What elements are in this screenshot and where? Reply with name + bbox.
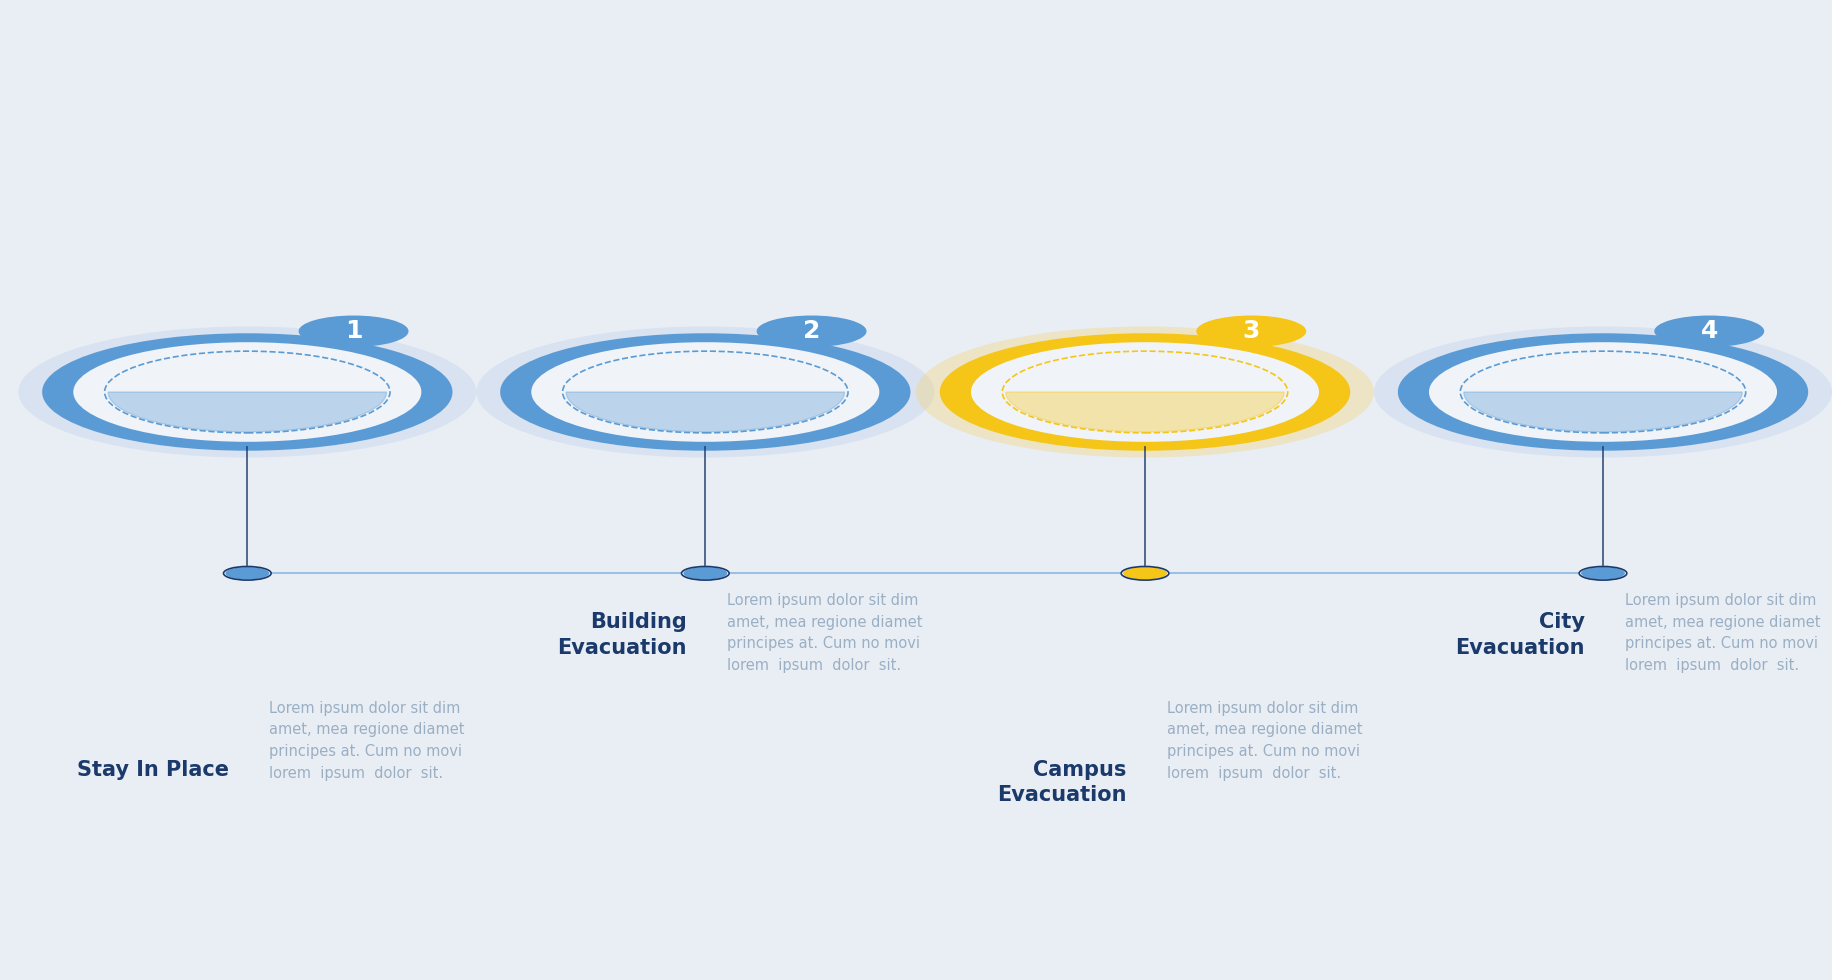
Ellipse shape bbox=[224, 566, 271, 580]
Polygon shape bbox=[108, 392, 387, 432]
Ellipse shape bbox=[1123, 567, 1167, 579]
Ellipse shape bbox=[1654, 316, 1764, 347]
Text: 3: 3 bbox=[1242, 319, 1260, 343]
Ellipse shape bbox=[683, 567, 727, 579]
Ellipse shape bbox=[1374, 326, 1832, 458]
Ellipse shape bbox=[757, 316, 867, 347]
Polygon shape bbox=[1464, 392, 1742, 432]
Ellipse shape bbox=[476, 326, 934, 458]
Polygon shape bbox=[566, 392, 845, 432]
Text: Lorem ipsum dolor sit dim
amet, mea regione diamet
principes at. Cum no movi
lor: Lorem ipsum dolor sit dim amet, mea regi… bbox=[1625, 593, 1821, 672]
Text: Lorem ipsum dolor sit dim
amet, mea regione diamet
principes at. Cum no movi
lor: Lorem ipsum dolor sit dim amet, mea regi… bbox=[727, 593, 923, 672]
Text: Campus
Evacuation: Campus Evacuation bbox=[997, 760, 1127, 806]
Text: 4: 4 bbox=[1700, 319, 1718, 343]
Ellipse shape bbox=[18, 326, 476, 458]
Ellipse shape bbox=[73, 342, 421, 442]
Ellipse shape bbox=[531, 342, 879, 442]
Ellipse shape bbox=[940, 333, 1350, 451]
Polygon shape bbox=[1006, 392, 1284, 432]
Ellipse shape bbox=[1581, 567, 1625, 579]
Text: Lorem ipsum dolor sit dim
amet, mea regione diamet
principes at. Cum no movi
lor: Lorem ipsum dolor sit dim amet, mea regi… bbox=[1167, 701, 1363, 780]
Text: Stay In Place: Stay In Place bbox=[77, 760, 229, 779]
Text: Building
Evacuation: Building Evacuation bbox=[557, 612, 687, 659]
Ellipse shape bbox=[1196, 316, 1306, 347]
Text: City
Evacuation: City Evacuation bbox=[1455, 612, 1585, 659]
Ellipse shape bbox=[500, 333, 911, 451]
Ellipse shape bbox=[42, 333, 453, 451]
Text: 1: 1 bbox=[344, 319, 363, 343]
Ellipse shape bbox=[682, 566, 729, 580]
Ellipse shape bbox=[971, 342, 1319, 442]
Ellipse shape bbox=[1429, 342, 1777, 442]
Text: Lorem ipsum dolor sit dim
amet, mea regione diamet
principes at. Cum no movi
lor: Lorem ipsum dolor sit dim amet, mea regi… bbox=[269, 701, 465, 780]
Ellipse shape bbox=[299, 316, 409, 347]
Ellipse shape bbox=[1398, 333, 1808, 451]
Ellipse shape bbox=[225, 567, 269, 579]
Ellipse shape bbox=[1121, 566, 1169, 580]
Ellipse shape bbox=[916, 326, 1374, 458]
Ellipse shape bbox=[1579, 566, 1627, 580]
Text: 2: 2 bbox=[802, 319, 821, 343]
